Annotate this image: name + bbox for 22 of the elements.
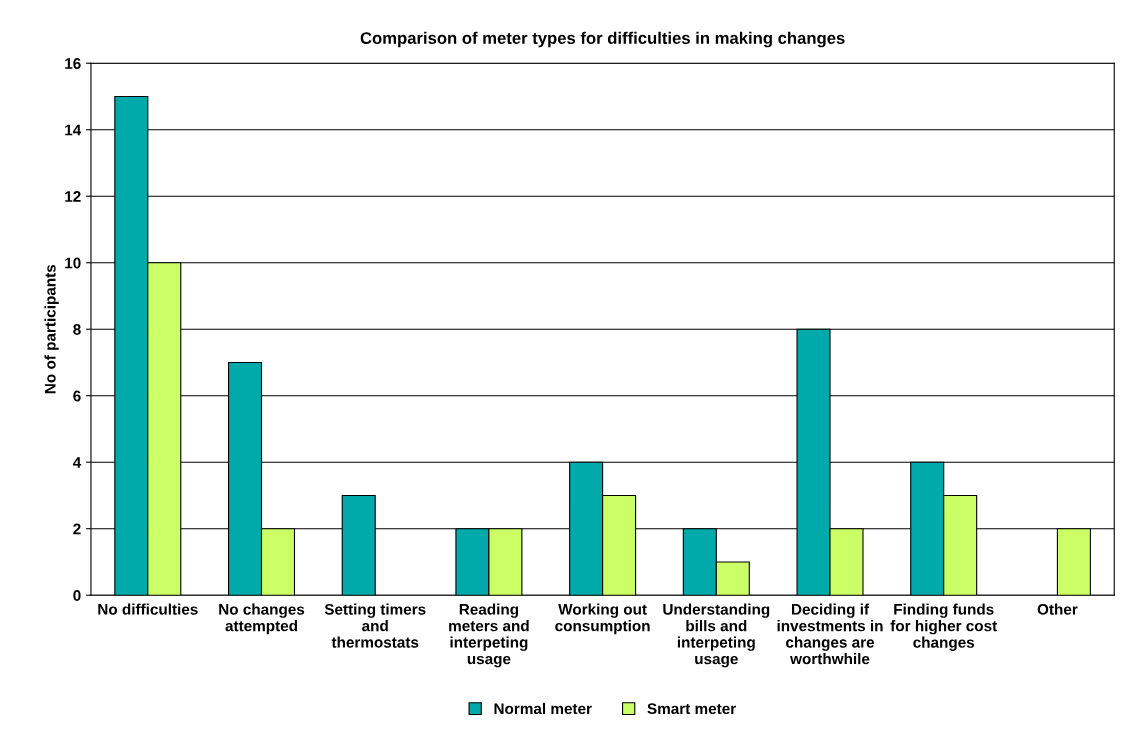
y-tick-label: 14 xyxy=(65,124,82,136)
x-tick-label: Other xyxy=(1037,603,1078,615)
y-tick-label: 10 xyxy=(65,257,81,269)
y-tick-label: 8 xyxy=(73,324,81,335)
y-tick-label: 0 xyxy=(73,590,81,601)
y-tick-label: 16 xyxy=(65,58,81,69)
y-tick-label: 6 xyxy=(73,390,81,402)
y-tick-label: 4 xyxy=(72,457,82,468)
chart-title: Comparison of meter types for difficulties in making changes xyxy=(360,31,845,48)
legend-label: Normal meter xyxy=(494,702,592,715)
y-tick-label: 12 xyxy=(65,191,81,202)
y-tick-label: 2 xyxy=(73,523,81,535)
x-tick-label: Finding funds for higher cost changes xyxy=(890,603,997,651)
y-axis-title: No of participants xyxy=(44,264,59,394)
x-tick-label: Working out consumption xyxy=(555,603,650,635)
legend-label: Smart meter xyxy=(647,703,736,715)
x-tick-label: No difficulties xyxy=(98,603,198,615)
x-tick-label: Deciding if investments in changes are worthwhile xyxy=(777,603,883,665)
x-tick-label: Reading meters and interpeting usage xyxy=(449,603,529,668)
x-tick-label: Setting timers and thermostats xyxy=(324,603,426,648)
x-tick-label: Understanding bills and interpeting usage xyxy=(663,603,770,668)
x-tick-label: No changes attempted xyxy=(219,603,305,635)
